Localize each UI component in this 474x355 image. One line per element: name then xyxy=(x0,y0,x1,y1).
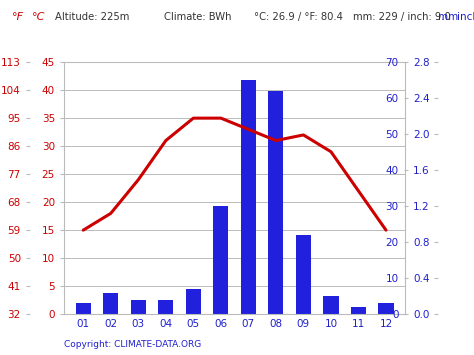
Bar xyxy=(76,304,91,314)
Text: °C: 26.9 / °F: 80.4: °C: 26.9 / °F: 80.4 xyxy=(254,12,342,22)
Bar xyxy=(213,206,228,314)
Text: °C: °C xyxy=(32,12,46,22)
Bar xyxy=(268,91,283,314)
Text: Climate: BWh: Climate: BWh xyxy=(164,12,231,22)
Bar xyxy=(296,235,311,314)
Text: Altitude: 225m: Altitude: 225m xyxy=(55,12,129,22)
Bar xyxy=(323,296,338,314)
Bar xyxy=(158,300,173,314)
Bar xyxy=(131,300,146,314)
Text: °F: °F xyxy=(12,12,24,22)
Bar xyxy=(351,307,366,314)
Bar xyxy=(186,289,201,314)
Bar xyxy=(378,304,393,314)
Text: Copyright: CLIMATE-DATA.ORG: Copyright: CLIMATE-DATA.ORG xyxy=(64,340,201,349)
Text: inch: inch xyxy=(457,12,474,22)
Text: mm: 229 / inch: 9.0: mm: 229 / inch: 9.0 xyxy=(353,12,451,22)
Bar xyxy=(103,293,118,314)
Bar xyxy=(241,80,256,314)
Text: mm: mm xyxy=(438,12,458,22)
